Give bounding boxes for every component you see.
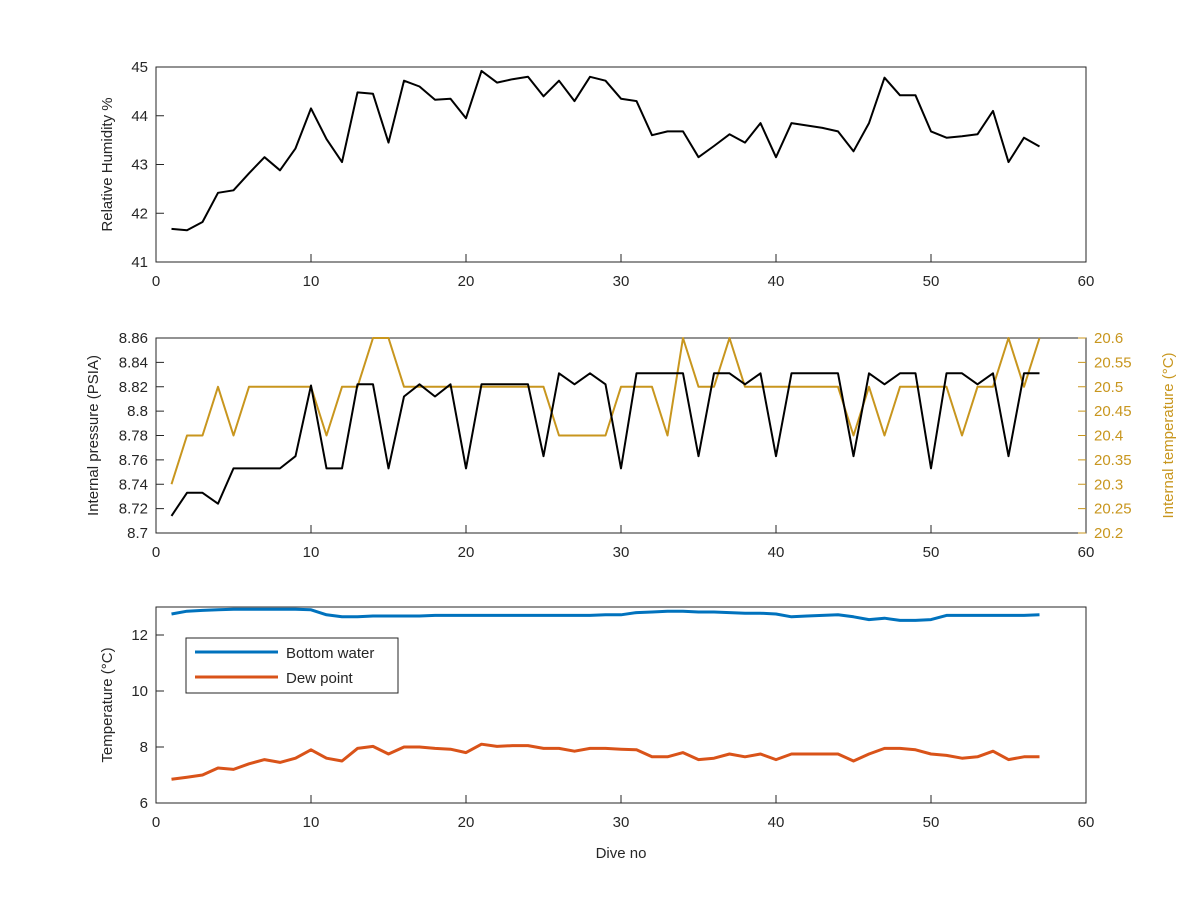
pressure-y-tick-label: 8.74 [119,476,148,493]
bottom-water-line [171,607,1040,622]
temperature-x-tick-label: 50 [923,814,940,831]
humidity-y-tick-label: 45 [131,59,148,76]
legend-label-bottom-water: Bottom water [286,645,374,662]
humidity-x-tick-label: 40 [768,273,785,290]
internal-temperature-y-tick-label: 20.55 [1094,354,1132,371]
pressure-x-tick-label: 0 [152,544,160,561]
humidity-series-group [171,69,1040,232]
temperature-x-tick-label: 30 [613,814,630,831]
pressure-series-group [170,337,1041,517]
pressure-x-tick-label: 50 [923,544,940,561]
dew-point-line [171,742,1040,781]
humidity-x-tick-label: 50 [923,273,940,290]
temperature-x-tick-label: 10 [303,814,320,831]
temperature-panel: 0 10 20 30 40 50 60 6 8 10 12 Temperature (°C) Di… [99,606,1095,862]
temperature-x-tick-label: 0 [152,814,160,831]
internal-temperature-y-tick-label: 20.45 [1094,403,1132,420]
temperature-y-tick-label: 8 [140,739,148,756]
pressure-temperature-panel: 0 10 20 30 40 50 60 8.7 8.72 8.74 8.76 8.78 8.8 8.82… [85,330,1177,561]
temperature-x-ticks: 0 10 20 30 40 50 60 [152,795,1095,831]
temperature-y-tick-label: 10 [131,683,148,700]
internal-temperature-y-tick-label: 20.4 [1094,428,1123,445]
humidity-x-tick-label: 0 [152,273,160,290]
pressure-y-axis-label: Internal pressure (PSIA) [85,355,102,516]
pressure-y-tick-label: 8.82 [119,379,148,396]
humidity-y-ticks: 41 42 43 44 45 [131,59,164,271]
internal-temperature-y-tick-label: 20.5 [1094,379,1123,396]
humidity-y-tick-label: 43 [131,157,148,174]
dive-no-x-axis-label: Dive no [596,845,647,862]
pressure-x-ticks: 0 10 20 30 40 50 60 [152,525,1095,561]
humidity-y-tick-label: 44 [131,108,148,125]
pressure-y-tick-label: 8.86 [119,330,148,347]
legend-label-dew-point: Dew point [286,670,354,687]
humidity-y-tick-label: 41 [131,254,148,271]
pressure-y-tick-label: 8.76 [119,452,148,469]
humidity-panel: 0 10 20 30 40 50 60 41 42 43 44 45 Relative Humidi… [99,59,1094,290]
internal-temperature-y-axis-label: Internal temperature (°C) [1160,352,1177,518]
pressure-x-tick-label: 30 [613,544,630,561]
temperature-y-tick-label: 6 [140,795,148,812]
legend: Bottom water Dew point [185,637,399,694]
internal-temperature-y-tick-label: 20.3 [1094,476,1123,493]
pressure-y-tick-label: 8.78 [119,428,148,445]
humidity-line [171,69,1040,232]
temperature-x-tick-label: 20 [458,814,475,831]
internal-temperature-y-tick-label: 20.25 [1094,501,1132,518]
temperature-y-tick-label: 12 [131,627,148,644]
pressure-y-ticks: 8.7 8.72 8.74 8.76 8.78 8.8 8.82 8.84 8.86 [119,330,164,542]
pressure-x-tick-label: 40 [768,544,785,561]
pressure-line [170,372,1040,517]
temperature-series-group [171,607,1040,781]
pressure-y-tick-label: 8.84 [119,354,148,371]
internal-temperature-y-tick-label: 20.2 [1094,525,1123,542]
pressure-y-tick-label: 8.72 [119,501,148,518]
temperature-x-tick-label: 60 [1078,814,1095,831]
humidity-x-ticks: 0 10 20 30 40 50 60 [152,254,1095,290]
internal-temperature-y-tick-label: 20.35 [1094,452,1132,469]
temperature-y-ticks: 6 8 10 12 [131,627,164,812]
temperature-y-axis-label: Temperature (°C) [99,647,116,762]
pressure-x-tick-label: 60 [1078,544,1095,561]
humidity-y-tick-label: 42 [131,205,148,222]
humidity-x-tick-label: 10 [303,273,320,290]
humidity-x-tick-label: 20 [458,273,475,290]
humidity-x-tick-label: 30 [613,273,630,290]
internal-temperature-y-ticks: 20.2 20.25 20.3 20.35 20.4 20.45 20.5 20.55 20.6 [1078,330,1132,542]
humidity-x-tick-label: 60 [1078,273,1095,290]
humidity-y-axis-label: Relative Humidity % [99,97,116,231]
pressure-x-tick-label: 20 [458,544,475,561]
pressure-x-tick-label: 10 [303,544,320,561]
pressure-y-tick-label: 8.8 [127,403,148,420]
temperature-x-tick-label: 40 [768,814,785,831]
pressure-y-tick-label: 8.7 [127,525,148,542]
internal-temperature-y-tick-label: 20.6 [1094,330,1123,347]
internal-temperature-line [170,337,1041,485]
legend-box [185,637,399,694]
